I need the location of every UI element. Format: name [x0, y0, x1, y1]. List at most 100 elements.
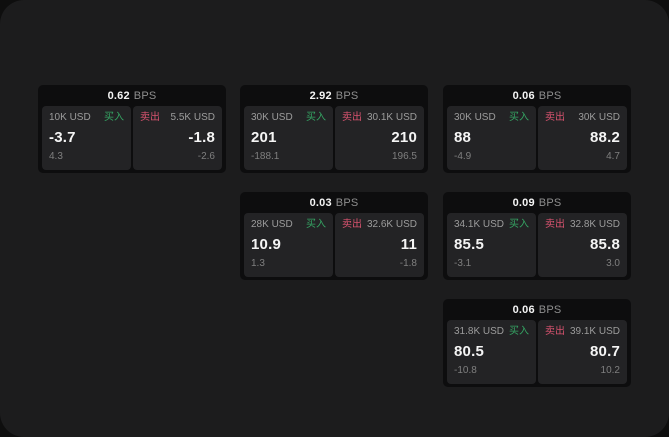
buy-quote-panel[interactable]: 30K USD 买入 88 -4.9: [447, 106, 536, 170]
card-header: 0.09 BPS: [443, 192, 631, 213]
buy-side-label: 买入: [104, 112, 124, 123]
sell-amount: 39.1K USD: [569, 326, 620, 337]
buy-amount: 28K USD: [251, 219, 293, 230]
bps-spread-value: 2.92: [309, 89, 332, 102]
sell-side-label: 卖出: [140, 112, 160, 123]
sell-panel-top-row: 卖出 32.6K USD: [342, 219, 417, 231]
card-header: 0.06 BPS: [443, 299, 631, 320]
buy-panel-top-row: 30K USD 买入: [454, 112, 529, 124]
buy-side-label: 买入: [306, 112, 326, 123]
bps-spread-value: 0.06: [512, 89, 535, 102]
buy-sub-value: -3.1: [454, 258, 472, 269]
bps-unit-label: BPS: [538, 196, 562, 209]
sell-quote-panel[interactable]: 卖出 32.8K USD 85.8 3.0: [538, 213, 627, 277]
sell-sub-value: 10.2: [600, 365, 620, 376]
buy-amount: 31.8K USD: [454, 326, 505, 337]
sell-sub-value: 3.0: [606, 258, 620, 269]
sell-sub-value: -1.8: [399, 258, 417, 269]
sell-quote-panel[interactable]: 卖出 39.1K USD 80.7 10.2: [538, 320, 627, 384]
buy-side-label: 买入: [509, 112, 529, 123]
buy-panel-top-row: 10K USD 买入: [49, 112, 124, 124]
sell-panel-top-row: 卖出 30K USD: [545, 112, 620, 124]
quote-panels: 30K USD 买入 201 -188.1 卖出 30.1K USD 210 1…: [240, 106, 428, 170]
sell-side-label: 卖出: [342, 219, 362, 230]
bps-unit-label: BPS: [335, 89, 359, 102]
buy-panel-top-row: 34.1K USD 买入: [454, 219, 529, 231]
quote-card: 0.09 BPS 34.1K USD 买入 85.5 -3.1 卖出 32.8K…: [443, 192, 631, 280]
buy-sub-value: -10.8: [454, 365, 477, 376]
buy-quote-panel[interactable]: 34.1K USD 买入 85.5 -3.1: [447, 213, 536, 277]
buy-panel-top-row: 31.8K USD 买入: [454, 326, 529, 338]
sell-amount: 5.5K USD: [170, 112, 215, 123]
quote-panels: 31.8K USD 买入 80.5 -10.8 卖出 39.1K USD 80.…: [443, 320, 631, 384]
sell-price: 11: [400, 236, 417, 253]
card-header: 0.62 BPS: [38, 85, 226, 106]
buy-amount: 30K USD: [454, 112, 496, 123]
sell-panel-top-row: 卖出 5.5K USD: [140, 112, 215, 124]
quote-card: 0.06 BPS 31.8K USD 买入 80.5 -10.8 卖出 39.1…: [443, 299, 631, 387]
buy-price: -3.7: [49, 129, 76, 146]
buy-panel-top-row: 28K USD 买入: [251, 219, 326, 231]
buy-quote-panel[interactable]: 28K USD 买入 10.9 1.3: [244, 213, 333, 277]
buy-side-label: 买入: [509, 219, 529, 230]
buy-amount: 30K USD: [251, 112, 293, 123]
sell-quote-panel[interactable]: 卖出 32.6K USD 11 -1.8: [335, 213, 424, 277]
buy-side-label: 买入: [306, 219, 326, 230]
buy-price: 85.5: [454, 236, 484, 253]
sell-amount: 30.1K USD: [366, 112, 417, 123]
bps-unit-label: BPS: [335, 196, 359, 209]
bps-unit-label: BPS: [133, 89, 157, 102]
buy-price: 88: [454, 129, 472, 146]
bps-spread-value: 0.09: [512, 196, 535, 209]
sell-panel-top-row: 卖出 39.1K USD: [545, 326, 620, 338]
quote-panels: 34.1K USD 买入 85.5 -3.1 卖出 32.8K USD 85.8…: [443, 213, 631, 277]
quote-card: 0.06 BPS 30K USD 买入 88 -4.9 卖出 30K USD 8…: [443, 85, 631, 173]
sell-side-label: 卖出: [545, 326, 565, 337]
buy-sub-value: 1.3: [251, 258, 265, 269]
bps-spread-value: 0.06: [512, 303, 535, 316]
sell-price: 80.7: [590, 343, 620, 360]
sell-quote-panel[interactable]: 卖出 30.1K USD 210 196.5: [335, 106, 424, 170]
quote-card: 0.62 BPS 10K USD 买入 -3.7 4.3 卖出 5.5K USD…: [38, 85, 226, 173]
buy-sub-value: -188.1: [251, 151, 280, 162]
quote-card: 2.92 BPS 30K USD 买入 201 -188.1 卖出 30.1K …: [240, 85, 428, 173]
bps-unit-label: BPS: [538, 89, 562, 102]
sell-side-label: 卖出: [545, 112, 565, 123]
buy-quote-panel[interactable]: 10K USD 买入 -3.7 4.3: [42, 106, 131, 170]
quote-card: 0.03 BPS 28K USD 买入 10.9 1.3 卖出 32.6K US…: [240, 192, 428, 280]
sell-side-label: 卖出: [545, 219, 565, 230]
bps-spread-value: 0.03: [309, 196, 332, 209]
quote-panels: 10K USD 买入 -3.7 4.3 卖出 5.5K USD -1.8 -2.…: [38, 106, 226, 170]
sell-price: 85.8: [590, 236, 620, 253]
card-header: 2.92 BPS: [240, 85, 428, 106]
sell-price: 210: [391, 129, 417, 146]
sell-amount: 30K USD: [578, 112, 620, 123]
card-header: 0.03 BPS: [240, 192, 428, 213]
quote-panels: 30K USD 买入 88 -4.9 卖出 30K USD 88.2 4.7: [443, 106, 631, 170]
sell-amount: 32.6K USD: [366, 219, 417, 230]
sell-panel-top-row: 卖出 30.1K USD: [342, 112, 417, 124]
buy-price: 80.5: [454, 343, 484, 360]
bps-unit-label: BPS: [538, 303, 562, 316]
sell-sub-value: 4.7: [606, 151, 620, 162]
quote-panels: 28K USD 买入 10.9 1.3 卖出 32.6K USD 11 -1.8: [240, 213, 428, 277]
sell-amount: 32.8K USD: [569, 219, 620, 230]
buy-sub-value: -4.9: [454, 151, 472, 162]
sell-price: 88.2: [590, 129, 620, 146]
sell-sub-value: 196.5: [391, 151, 417, 162]
sell-sub-value: -2.6: [197, 151, 215, 162]
sell-quote-panel[interactable]: 卖出 30K USD 88.2 4.7: [538, 106, 627, 170]
sell-price: -1.8: [188, 129, 215, 146]
buy-quote-panel[interactable]: 30K USD 买入 201 -188.1: [244, 106, 333, 170]
buy-side-label: 买入: [509, 326, 529, 337]
buy-sub-value: 4.3: [49, 151, 63, 162]
sell-panel-top-row: 卖出 32.8K USD: [545, 219, 620, 231]
sell-quote-panel[interactable]: 卖出 5.5K USD -1.8 -2.6: [133, 106, 222, 170]
buy-amount: 34.1K USD: [454, 219, 505, 230]
bps-spread-value: 0.62: [107, 89, 130, 102]
buy-price: 10.9: [251, 236, 281, 253]
sell-side-label: 卖出: [342, 112, 362, 123]
buy-quote-panel[interactable]: 31.8K USD 买入 80.5 -10.8: [447, 320, 536, 384]
